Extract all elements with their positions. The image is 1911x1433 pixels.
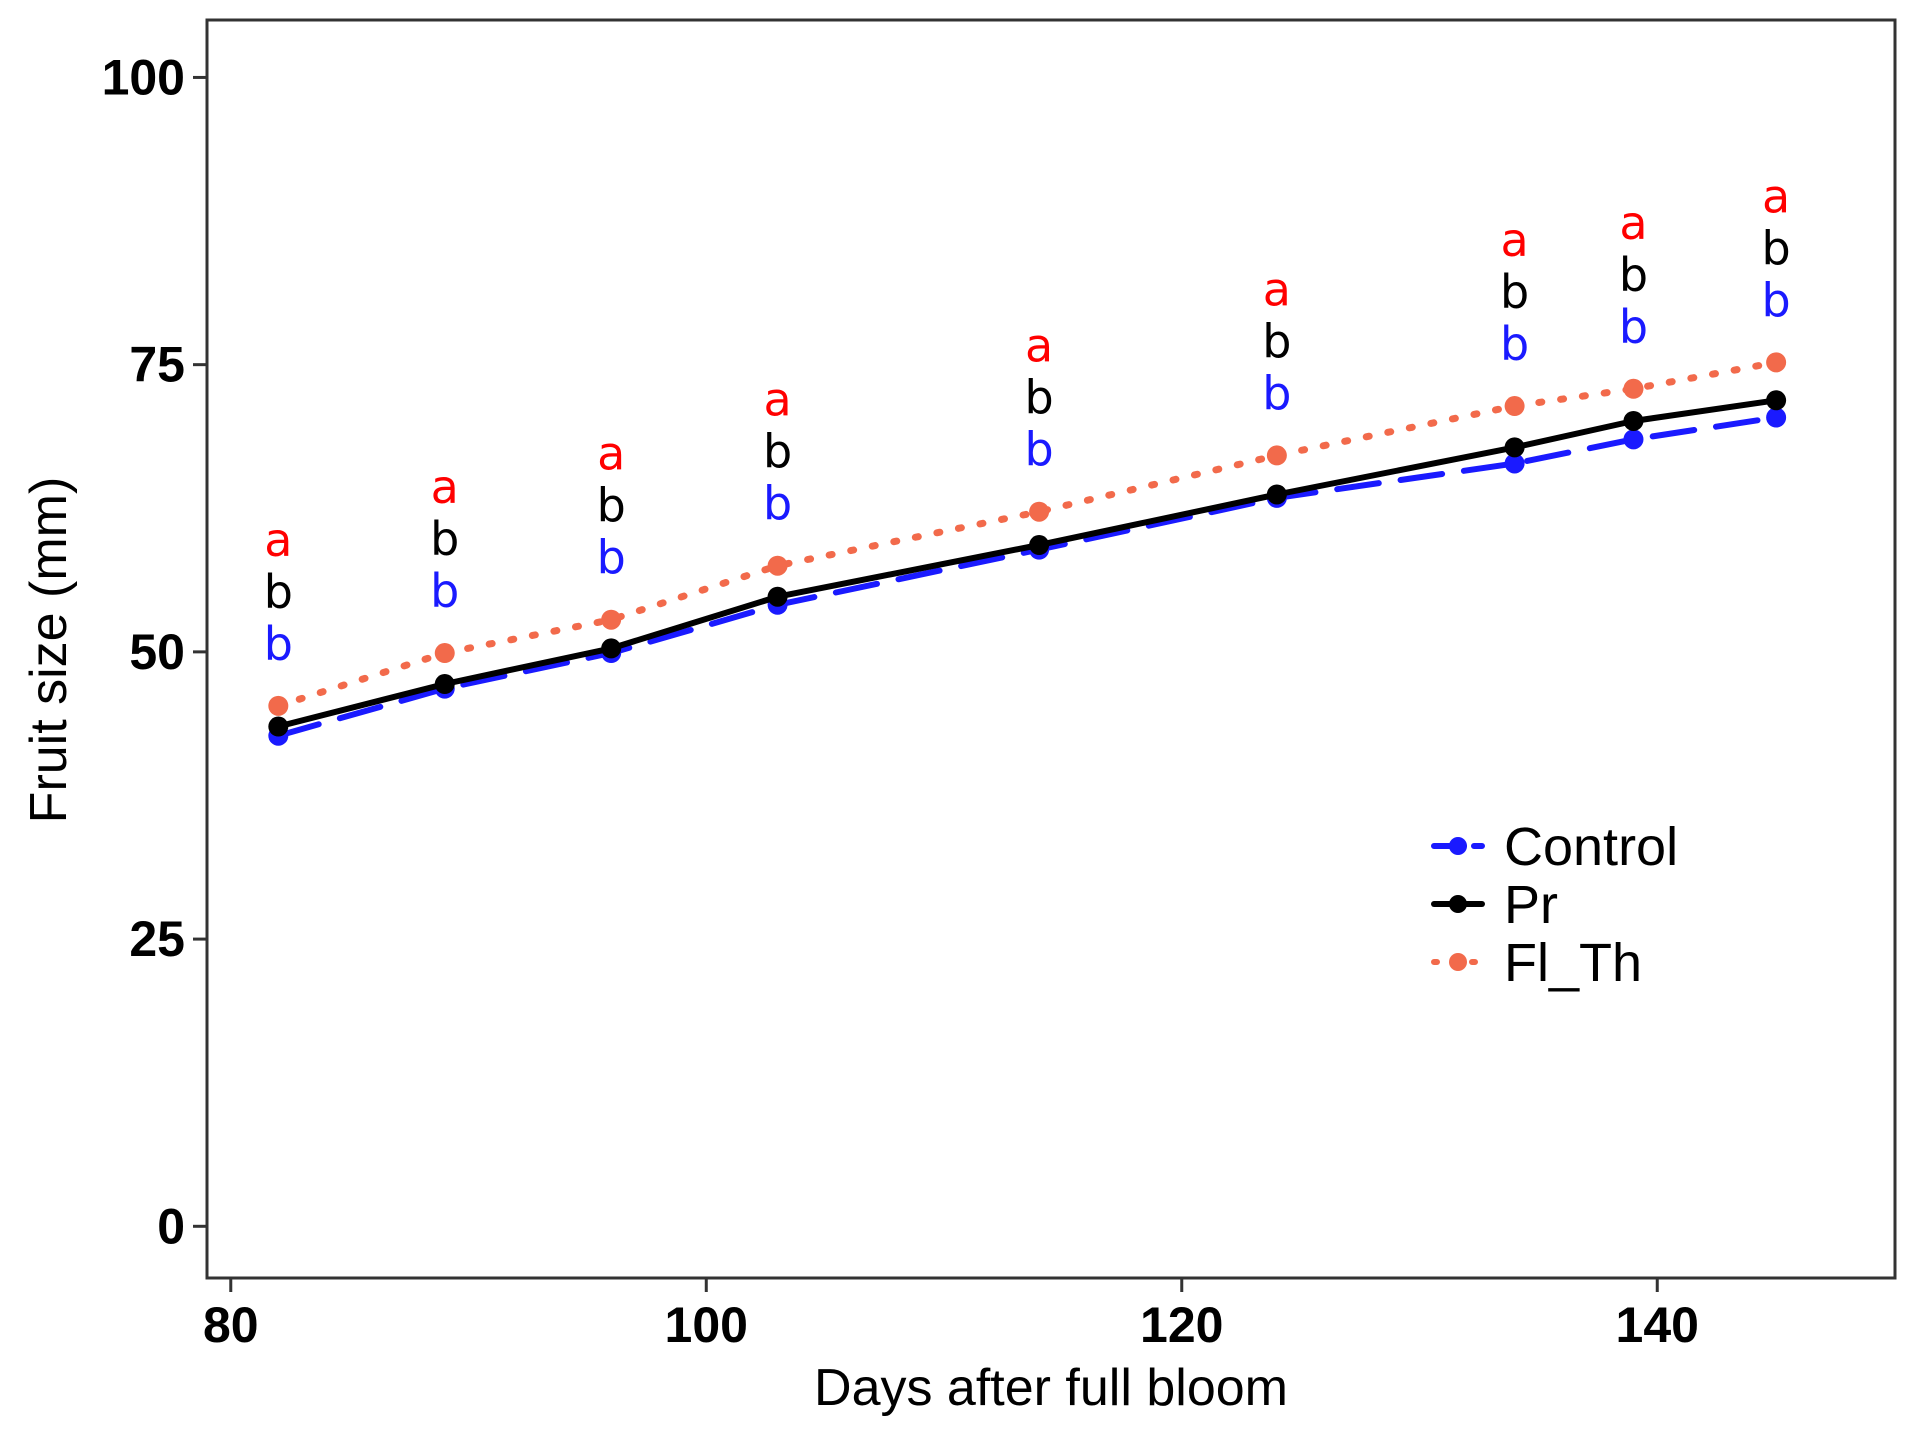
data-point-pr [767, 586, 788, 607]
x-tick-label: 80 [203, 1297, 259, 1353]
data-point-fl-th [1504, 396, 1525, 417]
x-tick-label: 100 [665, 1297, 748, 1353]
data-point-pr [434, 674, 455, 695]
plot-panel-border [205, 18, 1897, 1280]
letter-bottom: b [264, 617, 293, 671]
letter-middle: b [1025, 371, 1054, 425]
data-point-fl-th [767, 555, 788, 576]
data-point-fl-th [601, 609, 622, 630]
data-point-pr [1623, 410, 1644, 431]
x-axis: 80 100 120 140 [203, 1278, 1699, 1353]
data-point-pr [268, 716, 289, 737]
letter-middle: b [430, 512, 459, 566]
letter-middle: b [1762, 221, 1791, 275]
legend-key-point [1449, 953, 1467, 971]
x-axis-title: Days after full bloom [814, 1359, 1288, 1417]
letter-bottom: b [1762, 273, 1791, 327]
data-point-fl-th [1029, 501, 1050, 522]
letter-middle: b [1500, 265, 1529, 319]
data-point-control [1766, 407, 1787, 428]
y-tick-label: 0 [157, 1198, 185, 1254]
y-tick-label: 50 [129, 624, 185, 680]
series-layer [268, 352, 1787, 746]
data-point-fl-th [268, 695, 289, 716]
data-point-control [1623, 429, 1644, 450]
letter-bottom: b [1025, 423, 1054, 477]
data-point-fl-th [1766, 352, 1787, 373]
letter-middle: b [1619, 248, 1648, 302]
y-axis-title: Fruit size (mm) [20, 477, 78, 824]
data-point-pr [1029, 535, 1050, 556]
letter-top: a [1501, 213, 1529, 267]
y-axis: 0 25 50 75 100 [102, 49, 207, 1254]
y-tick-label: 100 [102, 49, 185, 105]
data-point-control [1504, 453, 1525, 474]
letter-bottom: b [597, 531, 626, 585]
data-point-fl-th [1623, 378, 1644, 399]
legend-label: Fl_Th [1504, 933, 1642, 993]
data-point-fl-th [1266, 445, 1287, 466]
letter-middle: b [264, 565, 293, 619]
letter-top: a [597, 427, 625, 481]
letter-middle: b [1262, 314, 1291, 368]
letter-middle: b [763, 425, 792, 479]
legend-key-point [1449, 895, 1467, 913]
letter-bottom: b [1500, 317, 1529, 371]
letter-top: a [763, 373, 791, 427]
letter-top: a [1619, 196, 1647, 250]
letter-middle: b [597, 479, 626, 533]
data-point-pr [1766, 390, 1787, 411]
x-tick-label: 140 [1616, 1297, 1699, 1353]
legend-label: Pr [1504, 875, 1558, 935]
letter-top: a [264, 513, 292, 567]
y-tick-label: 25 [129, 911, 185, 967]
y-tick-label: 75 [129, 337, 185, 393]
legend-label: Control [1504, 817, 1678, 877]
letter-bottom: b [763, 477, 792, 531]
letter-bottom: b [1262, 366, 1291, 420]
data-point-pr [601, 638, 622, 659]
letter-top: a [1025, 319, 1053, 373]
letter-bottom: b [430, 564, 459, 618]
letter-top: a [1762, 169, 1790, 223]
letter-top: a [1263, 262, 1291, 316]
data-point-pr [1504, 437, 1525, 458]
data-point-pr [1266, 484, 1287, 505]
legend-key-point [1449, 837, 1467, 855]
letter-top: a [431, 460, 459, 514]
letter-bottom: b [1619, 300, 1648, 354]
data-point-fl-th [434, 643, 455, 664]
x-tick-label: 120 [1140, 1297, 1223, 1353]
